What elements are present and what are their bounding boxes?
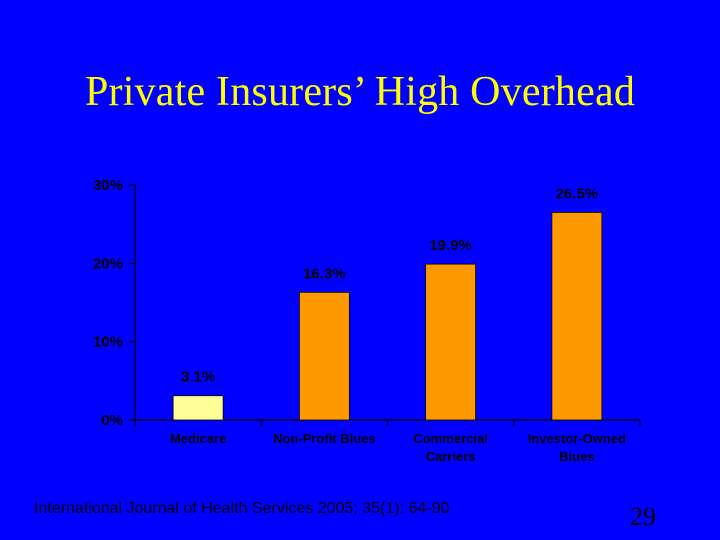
data-label: 16.3% [303, 265, 346, 282]
data-label: 3.1% [181, 369, 215, 386]
category-label: Carriers [426, 449, 476, 464]
y-tick-label: 0% [101, 412, 123, 429]
y-tick-label: 30% [93, 177, 123, 194]
slide-title: Private Insurers’ High Overhead [84, 69, 636, 115]
data-label: 26.5% [556, 185, 599, 202]
slide-number: 29 [630, 502, 656, 531]
bar [551, 212, 603, 421]
y-tick-label: 10% [93, 334, 123, 351]
category-label: Commercial [413, 431, 487, 446]
bar [172, 395, 224, 421]
category-label: Investor-Owned [528, 431, 626, 446]
bar [425, 263, 477, 421]
data-label: 19.9% [429, 237, 472, 254]
category-label: Blues [559, 449, 594, 464]
citation: International Journal of Health Services… [34, 500, 450, 517]
bar [298, 291, 350, 421]
category-label: Non-Profit Blues [273, 431, 376, 446]
y-tick-label: 20% [93, 255, 123, 272]
category-label: Medicare [170, 431, 226, 446]
